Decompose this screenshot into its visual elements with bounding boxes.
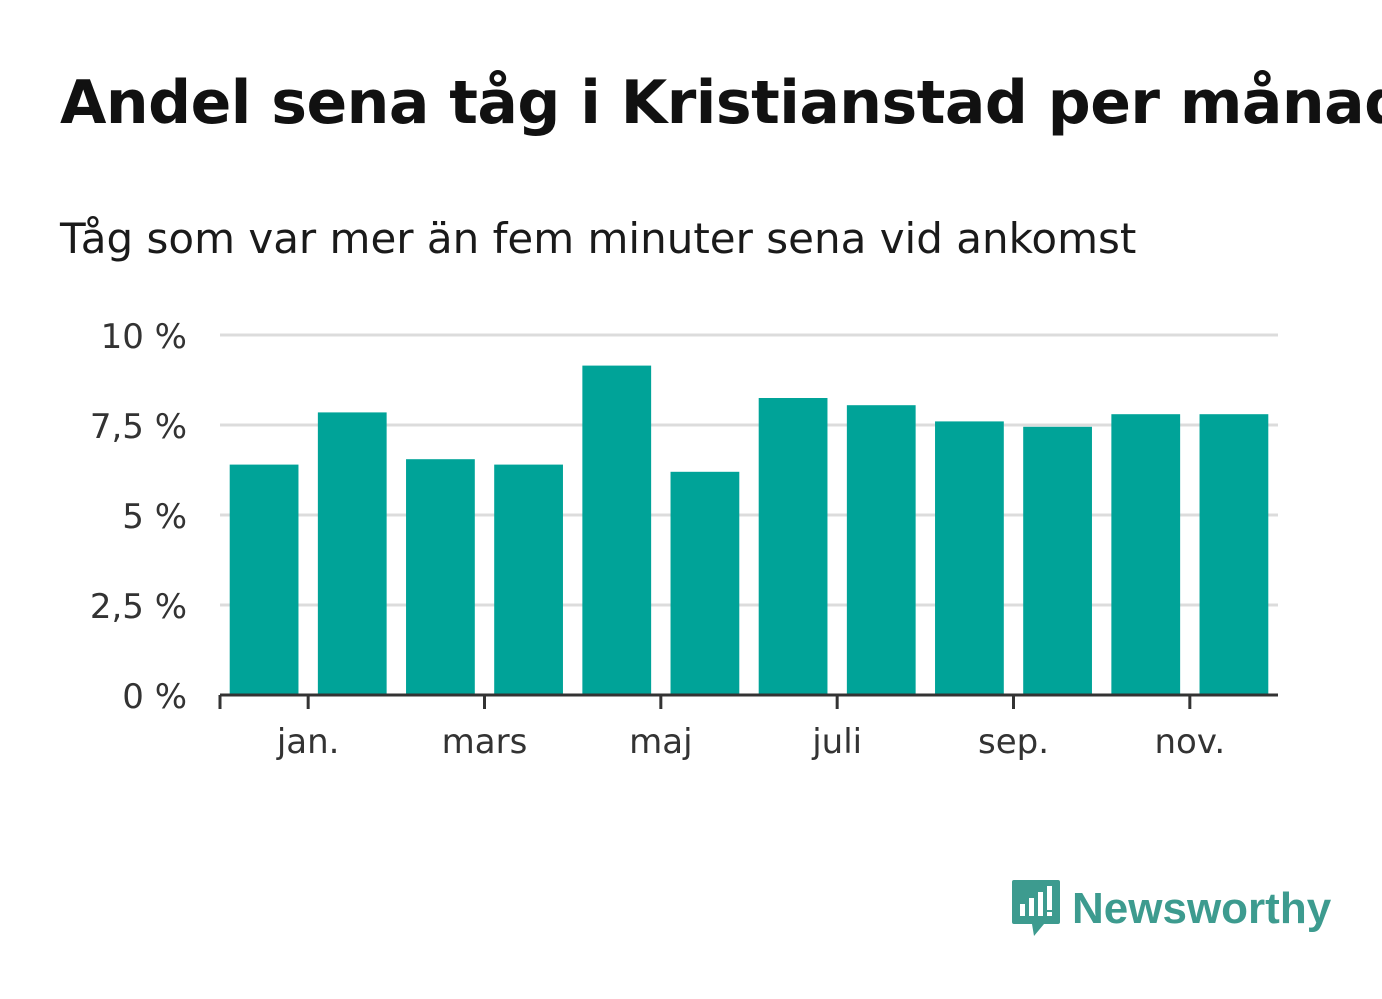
bar-nov. <box>1199 414 1269 695</box>
bar-apr. <box>582 365 652 695</box>
x-tick-label: juli <box>811 722 862 762</box>
bar-juni <box>758 398 828 695</box>
bar-jan. <box>317 412 387 695</box>
chart-subtitle: Tåg som var mer än fem minuter sena vid … <box>60 214 1137 263</box>
y-tick-label: 0 % <box>122 677 187 717</box>
y-tick-label: 10 % <box>101 317 187 357</box>
x-tick-label: mars <box>442 722 528 762</box>
x-tick-label: jan. <box>276 722 340 762</box>
y-tick-label: 5 % <box>122 497 187 537</box>
chart-title: Andel sena tåg i Kristianstad per månad <box>60 68 1382 138</box>
x-tick-label: sep. <box>978 722 1049 762</box>
bar-juli <box>846 405 916 695</box>
bar-dec. <box>229 464 299 695</box>
newsworthy-logo-icon <box>1012 880 1060 936</box>
bar-mars <box>494 464 563 695</box>
brand-logo: Newsworthy <box>1010 878 1331 940</box>
bar-feb. <box>406 459 475 695</box>
brand-name: Newsworthy <box>1072 884 1332 933</box>
y-tick-label: 7,5 % <box>90 407 187 447</box>
x-tick-label: nov. <box>1155 722 1226 762</box>
bar-maj <box>670 471 740 695</box>
bar-sep. <box>1023 426 1092 695</box>
x-tick-label: maj <box>629 722 692 762</box>
bar-aug. <box>935 421 1004 695</box>
bar-okt. <box>1111 414 1181 695</box>
y-tick-label: 2,5 % <box>90 587 187 627</box>
